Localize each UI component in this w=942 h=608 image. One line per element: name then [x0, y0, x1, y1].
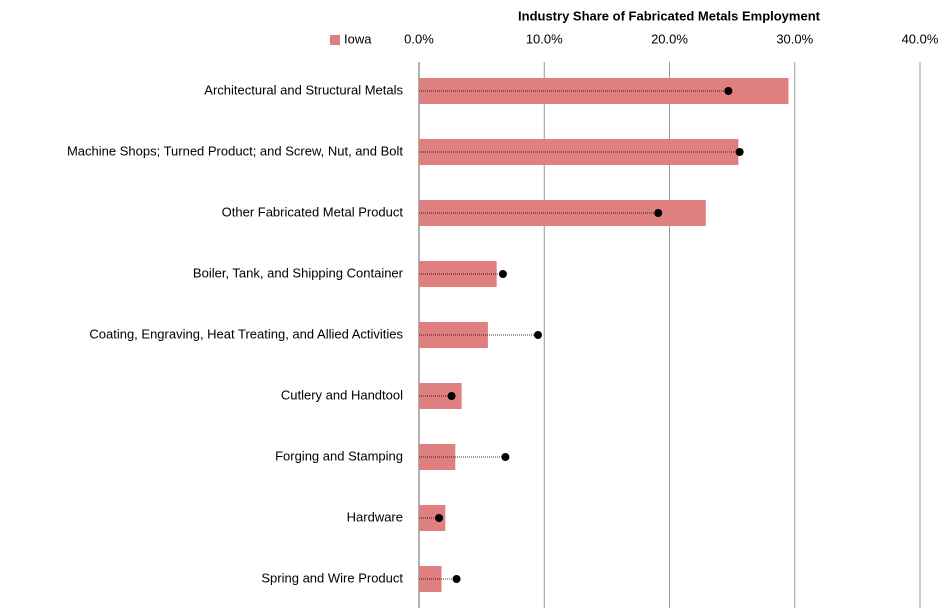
x-tick-label: 10.0% [526, 31, 563, 46]
y-tick-label: Hardware [347, 509, 403, 524]
dot [452, 575, 461, 583]
y-tick-label: Spring and Wire Product [261, 570, 403, 585]
y-tick-label: Boiler, Tank, and Shipping Container [193, 265, 404, 280]
legend-label: Iowa [344, 31, 372, 46]
y-tick-label: Machine Shops; Turned Product; and Screw… [67, 143, 403, 158]
bar [419, 139, 739, 165]
dot [724, 87, 733, 95]
x-tick-label: 30.0% [776, 31, 813, 46]
dot [447, 392, 456, 400]
dot [533, 331, 542, 339]
x-tick-label: 40.0% [902, 31, 939, 46]
y-tick-label: Cutlery and Handtool [281, 387, 403, 402]
dot [735, 148, 744, 156]
dot [654, 209, 663, 217]
dot [435, 514, 444, 522]
y-tick-label: Forging and Stamping [275, 448, 403, 463]
dot [498, 270, 507, 278]
x-tick-label: 20.0% [651, 31, 688, 46]
y-tick-label: Other Fabricated Metal Product [222, 204, 404, 219]
y-tick-label: Architectural and Structural Metals [204, 82, 403, 97]
x-tick-label: 0.0% [404, 31, 434, 46]
chart-title: Industry Share of Fabricated Metals Empl… [518, 8, 821, 23]
legend-swatch [330, 35, 340, 45]
bar [419, 566, 442, 592]
dot [501, 453, 510, 461]
y-tick-label: Coating, Engraving, Heat Treating, and A… [89, 326, 403, 341]
bar [419, 200, 706, 226]
